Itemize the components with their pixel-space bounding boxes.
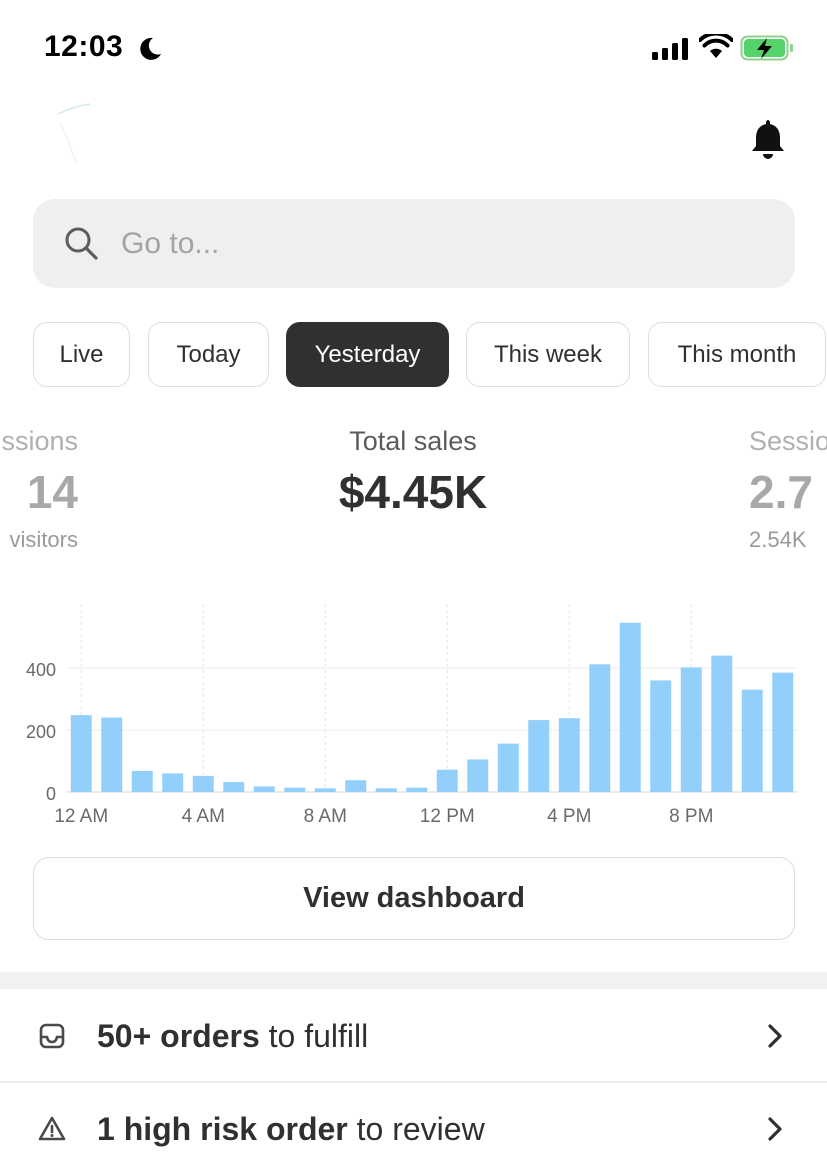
chevron-right-icon bbox=[768, 1117, 782, 1141]
tab-today[interactable]: Today bbox=[148, 322, 269, 387]
task-label-bold: 1 high risk order bbox=[97, 1111, 348, 1147]
metric-subtext: 2.54K bbox=[749, 527, 807, 552]
metric-subtext: visitors bbox=[9, 527, 78, 552]
x-tick-label: 12 AM bbox=[54, 806, 108, 827]
chart-bar bbox=[680, 667, 702, 792]
cellular-signal-icon bbox=[652, 38, 688, 60]
metric-label: Sessio bbox=[749, 426, 827, 456]
chart-bar bbox=[162, 773, 184, 792]
x-tick-label: 12 PM bbox=[420, 806, 475, 827]
metric-value: 2.7 bbox=[749, 466, 813, 518]
status-time: 12:03 bbox=[44, 30, 124, 63]
x-tick-label: 8 AM bbox=[304, 806, 347, 827]
chart-bar bbox=[131, 770, 153, 792]
metric-value: $4.45K bbox=[338, 466, 488, 518]
task-label-bold: 50+ orders bbox=[97, 1018, 260, 1054]
chart-bar bbox=[70, 715, 92, 792]
x-tick-label: 4 AM bbox=[182, 806, 225, 827]
x-tick-label: 4 PM bbox=[547, 806, 591, 827]
task-label: 1 high risk order to review bbox=[97, 1111, 485, 1148]
chart-bar bbox=[192, 775, 214, 792]
chart-bar bbox=[528, 720, 550, 792]
x-tick-label: 8 PM bbox=[669, 806, 713, 827]
metric-sessions-right[interactable]: Sessio 2.7 2.54K bbox=[749, 426, 827, 553]
notification-bell-icon[interactable] bbox=[750, 118, 786, 160]
row-divider bbox=[0, 1081, 827, 1083]
chart-bar bbox=[589, 664, 611, 792]
search-bar[interactable] bbox=[33, 199, 795, 288]
chart-bar bbox=[467, 759, 489, 792]
chart-bar bbox=[314, 788, 336, 792]
metric-value: 14 bbox=[26, 466, 78, 518]
y-tick-label: 200 bbox=[26, 722, 56, 742]
chart-bar bbox=[406, 787, 428, 792]
store-logo[interactable] bbox=[52, 100, 98, 170]
metric-sessions-left[interactable]: ssions 14 visitors bbox=[1, 426, 78, 553]
metric-total-sales[interactable]: Total sales $4.45K bbox=[263, 426, 563, 519]
sales-bar-chart: 0 200 400 12 AM 4 AM 8 AM 12 PM 4 PM 8 PM bbox=[26, 604, 798, 827]
task-orders-to-fulfill[interactable]: 50+ orders to fulfill bbox=[0, 990, 827, 1082]
metric-label: Total sales bbox=[349, 426, 477, 456]
tab-this-month[interactable]: This month bbox=[648, 322, 826, 387]
warning-icon bbox=[38, 1116, 66, 1141]
view-dashboard-button[interactable]: View dashboard bbox=[33, 857, 795, 940]
chart-bar bbox=[345, 780, 367, 792]
chart-bar bbox=[741, 689, 763, 792]
status-bar: 12:03 bbox=[0, 0, 827, 96]
chart-bar bbox=[375, 788, 397, 792]
metric-label: ssions bbox=[1, 426, 78, 456]
chart-bar bbox=[436, 769, 458, 792]
y-tick-label: 400 bbox=[26, 660, 56, 680]
wifi-icon bbox=[699, 34, 733, 58]
task-label-rest: to fulfill bbox=[259, 1018, 369, 1054]
tab-live[interactable]: Live bbox=[33, 322, 130, 387]
chevron-right-icon bbox=[768, 1024, 782, 1048]
task-label-rest: to review bbox=[347, 1111, 485, 1147]
chart-bar bbox=[253, 786, 275, 792]
tab-yesterday[interactable]: Yesterday bbox=[286, 322, 449, 387]
task-high-risk-order[interactable]: 1 high risk order to review bbox=[0, 1083, 827, 1168]
chart-bar bbox=[223, 782, 245, 792]
task-label: 50+ orders to fulfill bbox=[97, 1018, 368, 1055]
chart-bar bbox=[650, 680, 672, 792]
section-divider bbox=[0, 972, 827, 989]
chart-bar bbox=[284, 787, 306, 792]
moon-icon bbox=[140, 37, 161, 60]
chart-bar bbox=[558, 718, 580, 792]
inbox-icon bbox=[39, 1023, 65, 1049]
chart-bar bbox=[711, 655, 733, 792]
chart-bar bbox=[497, 743, 519, 792]
battery-charging-icon bbox=[740, 35, 793, 61]
search-icon bbox=[65, 227, 98, 260]
tab-this-week[interactable]: This week bbox=[466, 322, 630, 387]
chart-bar bbox=[772, 672, 794, 792]
y-tick-label: 0 bbox=[46, 784, 56, 804]
search-input[interactable] bbox=[121, 219, 761, 269]
chart-bar bbox=[101, 717, 123, 792]
chart-bar bbox=[619, 622, 641, 792]
